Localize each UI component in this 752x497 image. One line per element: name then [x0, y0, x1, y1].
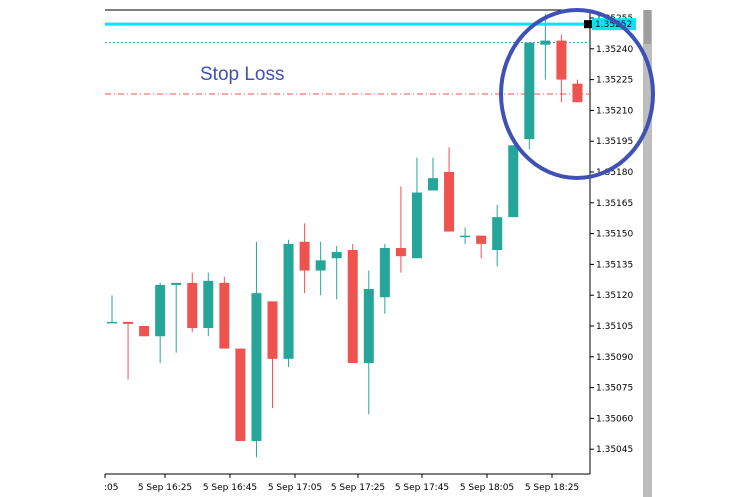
time-tick-label: :05: [104, 483, 118, 493]
candle-body: [331, 252, 342, 259]
candle-body: [411, 192, 422, 259]
candle-body: [315, 260, 326, 271]
candle-body: [460, 235, 471, 238]
time-tick-label: 5 Sep 16:25: [138, 483, 192, 493]
candle-body: [572, 83, 583, 103]
candle-body: [251, 293, 262, 441]
candle-body: [187, 282, 198, 329]
price-tick-label: 1.35105: [596, 322, 633, 332]
price-tick-label: 1.35135: [596, 260, 633, 270]
candle-body: [540, 40, 551, 45]
candle-body: [363, 289, 374, 363]
price-tick-label: 1.35165: [596, 199, 633, 209]
price-tick-label: 1.35060: [596, 414, 633, 424]
candle-body: [379, 247, 390, 298]
stop-loss-annotation: Stop Loss: [200, 64, 285, 85]
candle-body: [123, 321, 134, 324]
candle-body: [395, 247, 406, 257]
price-tick-label: 1.35075: [596, 384, 633, 394]
time-tick-label: 5 Sep 18:05: [460, 483, 514, 493]
current-price-label: 1.35252: [595, 20, 632, 30]
candle-body: [444, 172, 455, 232]
candle-body: [171, 282, 182, 285]
current-price-marker: [584, 20, 592, 29]
time-tick-label: 5 Sep 17:25: [331, 483, 385, 493]
candle-body: [299, 241, 310, 271]
candle-body: [556, 40, 567, 80]
time-tick-label: 5 Sep 17:05: [268, 483, 322, 493]
candle-body: [267, 301, 278, 359]
candle-body: [139, 326, 150, 337]
candle-body: [203, 280, 214, 329]
highlight-ellipse: [499, 8, 655, 180]
price-tick-label: 1.35195: [596, 137, 633, 147]
candle-body: [235, 348, 246, 441]
price-tick-label: 1.35120: [596, 291, 633, 301]
scrollbar-thumb: [644, 10, 651, 44]
price-tick-label: 1.35045: [596, 445, 633, 455]
price-tick-label: 1.35210: [596, 106, 633, 116]
candle-body: [476, 235, 487, 244]
price-tick-label: 1.35225: [596, 76, 633, 86]
time-tick-label: 5 Sep 17:45: [395, 483, 449, 493]
candle-body: [492, 217, 503, 251]
time-tick-label: 5 Sep 16:45: [203, 483, 257, 493]
candle-body: [155, 284, 166, 337]
price-tick-label: 1.35150: [596, 230, 633, 240]
scrollbar-track: [643, 10, 652, 497]
price-tick-label: 1.35240: [596, 45, 633, 55]
candle-body: [428, 178, 438, 191]
candle-body: [524, 42, 535, 140]
price-tick-label: 1.35180: [596, 168, 633, 178]
candle-body: [283, 243, 294, 359]
candle-body: [347, 250, 358, 363]
price-tick-label: 1.35090: [596, 353, 633, 363]
time-tick-label: 5 Sep 18:25: [525, 483, 579, 493]
candle-body: [107, 321, 117, 324]
candle-body: [508, 145, 519, 218]
candle-body: [219, 282, 230, 349]
